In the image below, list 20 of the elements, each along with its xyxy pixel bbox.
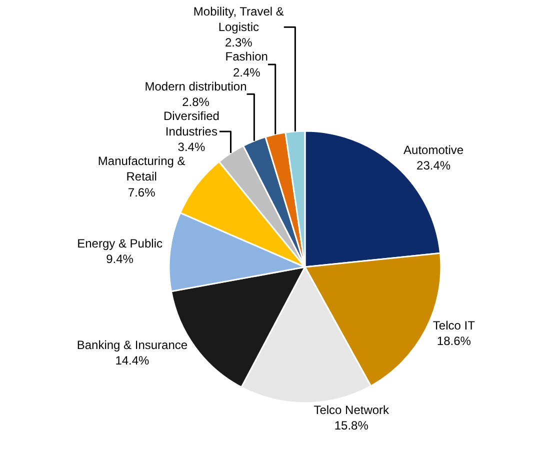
slice-label: Telco IT	[432, 318, 476, 332]
data-label: 2.3%	[224, 36, 253, 50]
data-label: 15.8%	[334, 418, 369, 433]
slice-label: Banking & Insurance	[76, 338, 188, 352]
slice-label: Modern distribution	[144, 79, 247, 94]
slice-label: Automotive	[404, 143, 464, 158]
data-label: 3.4%	[178, 140, 206, 154]
data-label: 9.4%	[106, 252, 134, 266]
data-label: 2.4%	[232, 65, 261, 80]
slice-label: Telco Network	[314, 402, 390, 417]
data-label: 14.4%	[115, 353, 150, 368]
slice-label: Diversified Industries	[163, 108, 220, 138]
data-label: 18.6%	[436, 334, 472, 348]
slice-label: Manufacturing & Retail	[98, 154, 186, 184]
data-label: 23.4%	[416, 158, 451, 173]
data-label: 7.6%	[128, 185, 156, 200]
slice-label: Mobility, Travel & Logistic	[193, 4, 284, 34]
slice-label: Energy & Public	[77, 236, 162, 250]
slice-label: Fashion	[225, 50, 268, 64]
data-label: 2.8%	[182, 94, 210, 109]
